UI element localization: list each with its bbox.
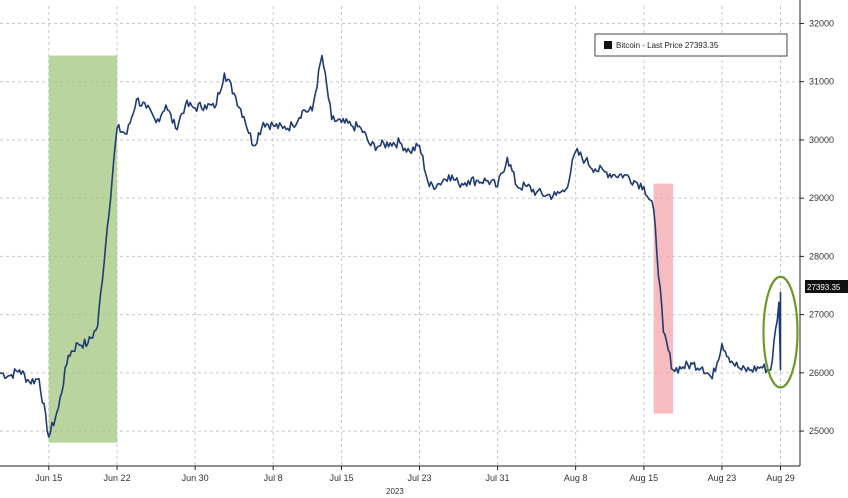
highlight-band [48, 55, 118, 443]
annotations [762, 275, 799, 389]
x-tick-label: Aug 8 [564, 473, 588, 483]
y-tick-label: 32000 [809, 18, 834, 28]
last-value-label: 27393.35 [807, 283, 841, 292]
y-tick-label: 27000 [809, 310, 834, 320]
legend-label: Bitcoin - Last Price 27393.35 [616, 41, 719, 50]
axes: 25000 26000 27000 28000 29000 30000 31000 32000… [0, 0, 834, 483]
x-tick-label: Jun 30 [182, 473, 209, 483]
y-tick-label: 28000 [809, 251, 834, 261]
legend-swatch [604, 41, 612, 49]
x-tick-label: Jul 15 [329, 473, 353, 483]
y-tick-label: 25000 [809, 426, 834, 436]
x-tick-label: Jul 31 [486, 473, 510, 483]
highlight-bands [48, 55, 674, 443]
x-tick-label: Aug 23 [708, 473, 737, 483]
y-tick-label: 30000 [809, 135, 834, 145]
x-tick-label: Jun 15 [35, 473, 62, 483]
spike-ellipse [762, 275, 799, 389]
y-tick-label: 29000 [809, 193, 834, 203]
x-tick-label: Jul 23 [407, 473, 431, 483]
x-axis-year-label: 2023 [386, 487, 404, 496]
x-tick-label: Jun 22 [104, 473, 131, 483]
x-tick-label: Jul 8 [264, 473, 283, 483]
price-line [0, 54, 782, 438]
last-value-marker: 27393.35 [805, 280, 848, 293]
price-series [0, 54, 782, 438]
x-tick-label: Aug 15 [630, 473, 659, 483]
y-tick-label: 31000 [809, 77, 834, 87]
legend: Bitcoin - Last Price 27393.35 [594, 33, 788, 57]
y-tick-label: 26000 [809, 368, 834, 378]
legend-box [594, 33, 788, 57]
last-value-box [805, 280, 848, 293]
x-tick-label: Aug 29 [766, 473, 795, 483]
highlight-band [653, 183, 674, 414]
gridlines [0, 6, 800, 466]
